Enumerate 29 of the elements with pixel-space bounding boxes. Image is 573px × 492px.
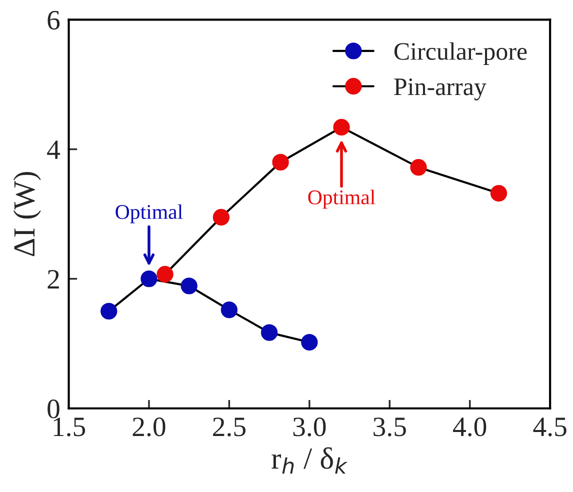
y-tick-label: 2 xyxy=(48,270,59,288)
x-tick-label: 1.5 xyxy=(54,418,86,436)
point xyxy=(220,302,238,318)
point xyxy=(156,266,174,283)
point xyxy=(260,324,278,341)
point xyxy=(140,270,158,288)
point xyxy=(272,154,289,171)
x-tick-label: 3.0 xyxy=(293,417,326,436)
x-tick-label: 4.0 xyxy=(453,417,486,436)
point xyxy=(180,278,198,294)
y-tick-label: 4 xyxy=(47,140,60,159)
point xyxy=(212,208,230,226)
point xyxy=(100,302,118,320)
x-tick-label: 2.0 xyxy=(132,417,166,436)
y-tick-label: 0 xyxy=(48,400,60,418)
point xyxy=(301,334,318,351)
point xyxy=(333,118,350,136)
point xyxy=(410,159,427,176)
x-tick-label: 2.5 xyxy=(213,418,246,436)
y-tick-label: 6 xyxy=(48,10,60,30)
point xyxy=(490,184,508,202)
legend-label: Circular-pore xyxy=(394,42,527,66)
x-tick-label: 4.5 xyxy=(533,418,566,436)
y-axis-title: ΔI (W) xyxy=(13,172,41,256)
x-tick-label: 3.5 xyxy=(374,418,406,436)
x-axis-title: r$_{h}$ / δ$_{k}$ xyxy=(272,447,348,474)
annotation: Optimal xyxy=(116,204,183,224)
legend-label: Pin-array xyxy=(394,78,486,100)
annotation: Optimal xyxy=(308,190,376,209)
